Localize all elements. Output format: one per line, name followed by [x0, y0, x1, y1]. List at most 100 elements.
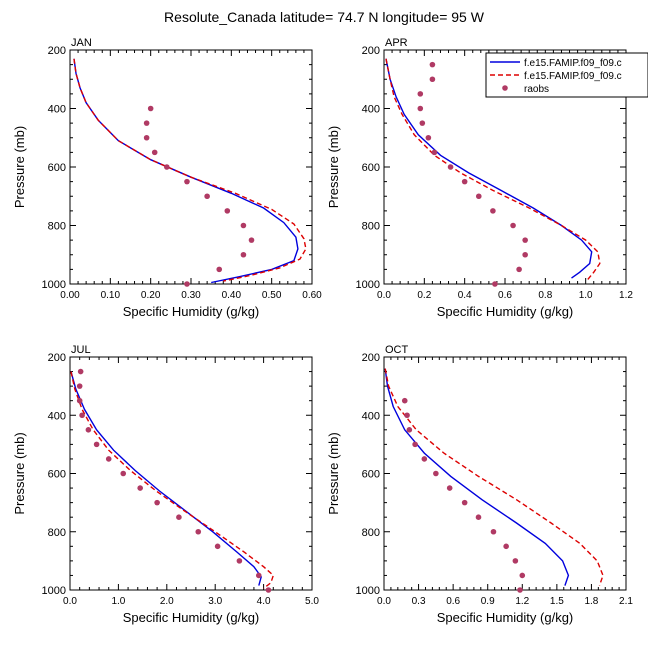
x-tick-label: 2.1	[619, 596, 633, 607]
y-tick-label: 800	[48, 221, 66, 233]
raobs-point	[184, 178, 190, 185]
y-tick-label: 200	[362, 45, 380, 57]
raobs-point	[425, 134, 432, 141]
legend: f.e15.FAMIP.f09_f09.c f.e15.FAMIP.f09_f09…	[485, 52, 648, 98]
x-tick-label: 1.8	[584, 596, 598, 607]
raobs-point	[406, 427, 413, 433]
model1-profile-line	[70, 371, 262, 586]
panel-label: APR	[385, 37, 408, 49]
raobs-point	[421, 456, 428, 462]
x-axis-label: Specific Humidity (g/kg)	[123, 304, 260, 319]
y-tick-label: 600	[362, 469, 380, 481]
plot-frame	[383, 356, 627, 591]
raobs-point	[412, 441, 418, 448]
x-tick-label: 0.20	[141, 290, 161, 301]
raobs-point	[490, 528, 497, 535]
y-tick-label: 200	[48, 352, 66, 364]
y-axis-label: Pressure (mb)	[326, 432, 341, 514]
raobs-point	[517, 587, 523, 593]
y-axis-label: Pressure (mb)	[12, 432, 27, 514]
raobs-point	[105, 456, 112, 462]
y-tick-label: 600	[362, 162, 380, 174]
x-axis-label: Specific Humidity (g/kg)	[123, 610, 260, 625]
x-tick-label: 0.00	[60, 290, 80, 301]
raobs-point	[204, 193, 210, 200]
y-tick-label: 800	[362, 527, 380, 539]
panel-label: JAN	[71, 37, 92, 49]
raobs-point	[522, 251, 528, 258]
y-tick-label: 400	[48, 410, 66, 422]
x-tick-label: 0.9	[481, 596, 495, 607]
y-tick-label: 1000	[42, 279, 66, 291]
x-tick-label: 0.2	[417, 290, 431, 301]
x-tick-label: 0.6	[446, 596, 460, 607]
raobs-point	[76, 383, 83, 389]
raobs-point	[240, 251, 247, 258]
legend-box	[485, 52, 648, 98]
raobs-point	[93, 441, 100, 448]
raobs-point	[184, 281, 190, 287]
x-tick-label: 0.10	[101, 290, 121, 301]
x-tick-label: 1.2	[515, 596, 529, 607]
raobs-point	[176, 514, 182, 520]
raobs-point	[236, 558, 243, 564]
raobs-point	[475, 514, 482, 520]
y-tick-label: 400	[362, 104, 380, 116]
raobs-point	[143, 134, 150, 141]
y-tick-label: 200	[362, 352, 380, 364]
x-tick-label: 1.5	[550, 596, 564, 607]
x-tick-label: 0.6	[498, 290, 512, 301]
raobs-point	[151, 149, 158, 156]
raobs-point	[224, 208, 231, 214]
x-axis-label: Specific Humidity (g/kg)	[437, 304, 574, 319]
x-tick-label: 0.40	[222, 290, 242, 301]
raobs-point	[522, 237, 528, 243]
raobs-point	[417, 105, 424, 112]
plot-frame	[69, 49, 313, 285]
x-tick-label: 0.0	[63, 596, 77, 607]
raobs-point	[419, 120, 426, 126]
legend-label-model2: f.e15.FAMIP.f09_f09.c	[524, 71, 622, 82]
model2-profile-line	[70, 371, 275, 590]
y-tick-label: 1000	[356, 279, 380, 291]
model1-profile-line	[384, 368, 570, 586]
raobs-point	[447, 164, 454, 170]
y-tick-label: 200	[48, 45, 66, 57]
y-tick-label: 600	[48, 162, 66, 174]
x-tick-label: 2.0	[160, 596, 174, 607]
raobs-point	[195, 528, 202, 535]
x-tick-label: 0.30	[181, 290, 201, 301]
raobs-point	[516, 266, 522, 273]
raobs-point	[510, 222, 516, 229]
y-tick-label: 800	[48, 527, 66, 539]
raobs-point	[461, 178, 468, 185]
y-axis-label: Pressure (mb)	[12, 126, 27, 208]
y-tick-label: 400	[48, 104, 66, 116]
raobs-point	[519, 572, 526, 579]
raobs-point	[492, 281, 498, 287]
x-tick-label: 0.0	[377, 596, 391, 607]
x-tick-label: 0.3	[412, 596, 426, 607]
raobs-point	[255, 572, 262, 579]
raobs-point	[120, 470, 127, 477]
raobs-point	[503, 543, 509, 550]
x-tick-label: 0.4	[458, 290, 472, 301]
raobs-point	[446, 485, 453, 491]
x-tick-label: 4.0	[257, 596, 271, 607]
x-axis-label: Specific Humidity (g/kg)	[437, 610, 574, 625]
raobs-point	[164, 164, 170, 170]
raobs-point	[401, 397, 408, 404]
raobs-point	[417, 91, 424, 97]
x-tick-label: 0.50	[262, 290, 282, 301]
raobs-point	[433, 470, 439, 477]
raobs-point	[265, 587, 272, 593]
raobs-point	[147, 105, 154, 112]
legend-label-model1: f.e15.FAMIP.f09_f09.c	[524, 58, 622, 69]
model2-profile-line	[73, 58, 307, 282]
y-tick-label: 800	[362, 221, 380, 233]
